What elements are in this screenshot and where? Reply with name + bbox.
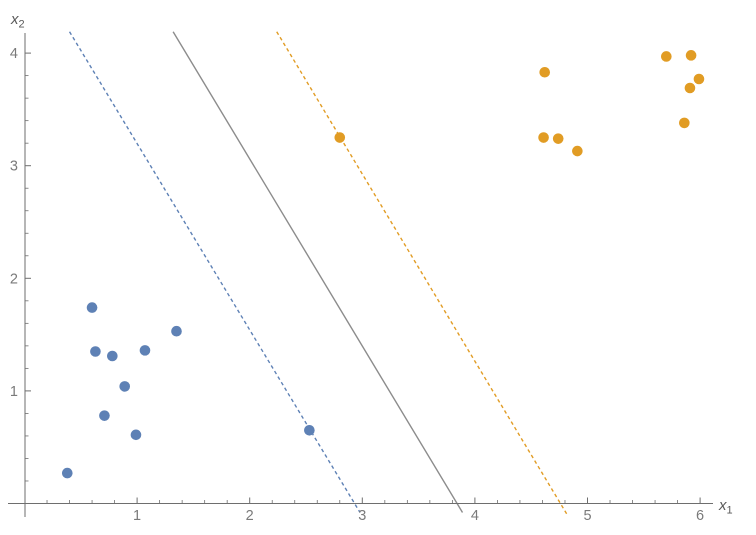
data-point-class-orange xyxy=(693,73,705,85)
data-point-class-orange xyxy=(538,132,549,143)
data-point-class-orange xyxy=(685,50,697,61)
data-point-class-blue xyxy=(119,381,131,392)
series-class-orange xyxy=(334,50,705,157)
data-point-class-blue xyxy=(86,302,98,313)
data-point-class-orange xyxy=(552,133,564,144)
x-tick-label: 4 xyxy=(471,508,479,524)
y-tick-label: 2 xyxy=(10,271,18,287)
x-tick-label: 6 xyxy=(696,508,704,524)
data-point-class-blue xyxy=(171,325,182,337)
x-tick-label: 5 xyxy=(583,508,591,524)
y-tick-label: 3 xyxy=(10,159,18,175)
boundary-lines xyxy=(68,31,568,516)
y-axis-label: x2 xyxy=(10,11,25,31)
tick-marks xyxy=(25,52,701,504)
data-point-class-orange xyxy=(661,51,672,62)
x-tick-label: 3 xyxy=(358,508,366,524)
y-tick-label: 1 xyxy=(10,384,18,400)
data-point-class-blue xyxy=(304,425,315,436)
x-axis-label: x1 xyxy=(718,497,733,517)
data-point-class-blue xyxy=(139,345,151,356)
decision-boundary-line xyxy=(172,31,464,513)
data-point-class-orange xyxy=(334,132,346,143)
y-tick-label: 4 xyxy=(10,46,18,62)
data-point-class-orange xyxy=(572,145,583,157)
data-point-class-blue xyxy=(107,350,118,362)
data-point-class-orange xyxy=(539,66,551,78)
data-point-class-orange xyxy=(679,117,690,129)
data-point-class-blue xyxy=(130,429,142,441)
series-class-blue xyxy=(61,302,315,479)
data-point-class-orange xyxy=(684,82,696,94)
tick-labels: 1 2 3 4 5 6 1 2 3 4 x1 x2 xyxy=(10,11,733,524)
data-point-class-blue xyxy=(99,410,110,421)
lower-margin-line xyxy=(68,31,361,513)
upper-margin-line xyxy=(276,31,568,516)
data-point-class-blue xyxy=(90,346,101,357)
data-point-class-blue xyxy=(61,467,73,479)
x-tick-label: 2 xyxy=(246,508,254,524)
x-tick-label: 1 xyxy=(133,508,141,524)
